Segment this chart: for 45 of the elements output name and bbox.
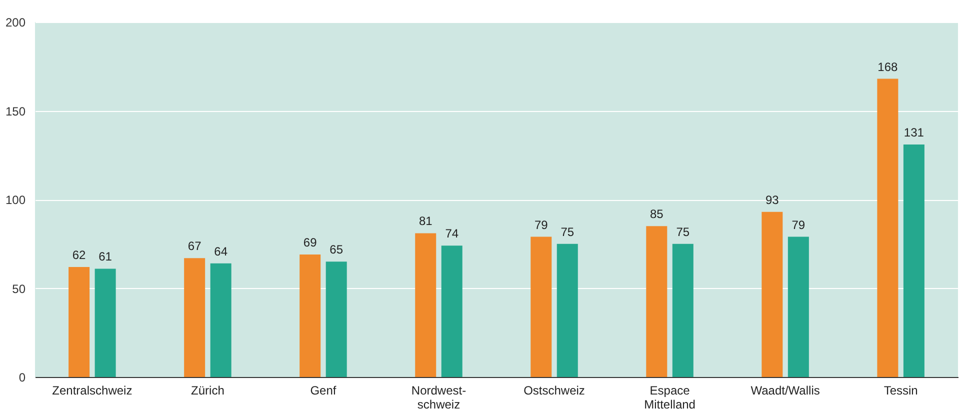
x-tick-label: Waadt/Wallis xyxy=(750,384,820,398)
data-label: 131 xyxy=(904,125,924,140)
bar xyxy=(184,258,206,377)
y-tick-label: 0 xyxy=(18,370,26,384)
data-label: 75 xyxy=(560,224,574,239)
bar xyxy=(877,78,898,377)
bar xyxy=(441,246,462,377)
bar xyxy=(762,212,783,377)
x-tick-label: Ostschweiz xyxy=(524,384,585,398)
bar xyxy=(300,254,321,377)
data-label: 168 xyxy=(878,60,898,74)
y-tick-label: 100 xyxy=(5,193,26,207)
x-tick-label: Tessin xyxy=(884,384,918,398)
data-label: 65 xyxy=(330,242,344,257)
bar xyxy=(326,262,347,377)
data-label: 79 xyxy=(534,218,548,232)
bar xyxy=(788,236,809,377)
y-tick-label: 200 xyxy=(5,16,26,30)
x-tick-label: Genf xyxy=(310,384,337,398)
y-tick-label: 50 xyxy=(12,282,26,296)
bar xyxy=(68,266,90,377)
bar xyxy=(903,144,924,377)
x-tick-label: Zürich xyxy=(191,384,224,398)
x-tick-label: Nordwest- schweiz xyxy=(411,384,466,412)
bar xyxy=(646,226,668,377)
x-tick-label: Espace Mittelland xyxy=(644,384,696,412)
data-label: 64 xyxy=(214,244,228,258)
bar xyxy=(556,244,578,377)
data-label: 75 xyxy=(676,224,690,239)
data-label: 67 xyxy=(188,239,202,254)
data-label: 69 xyxy=(303,236,318,250)
data-label: 85 xyxy=(650,207,664,222)
bar xyxy=(210,263,232,377)
data-label: 79 xyxy=(792,218,806,232)
data-label: 61 xyxy=(98,250,112,264)
x-tick-label: Zentralschweiz xyxy=(52,384,132,398)
data-label: 93 xyxy=(765,192,780,207)
bar xyxy=(672,244,694,377)
bar xyxy=(530,236,552,377)
data-label: 81 xyxy=(418,214,433,228)
bar xyxy=(94,268,116,377)
data-label: 74 xyxy=(445,226,459,241)
bar xyxy=(415,233,436,377)
y-tick-label: 150 xyxy=(5,104,26,118)
data-label: 62 xyxy=(72,248,86,262)
